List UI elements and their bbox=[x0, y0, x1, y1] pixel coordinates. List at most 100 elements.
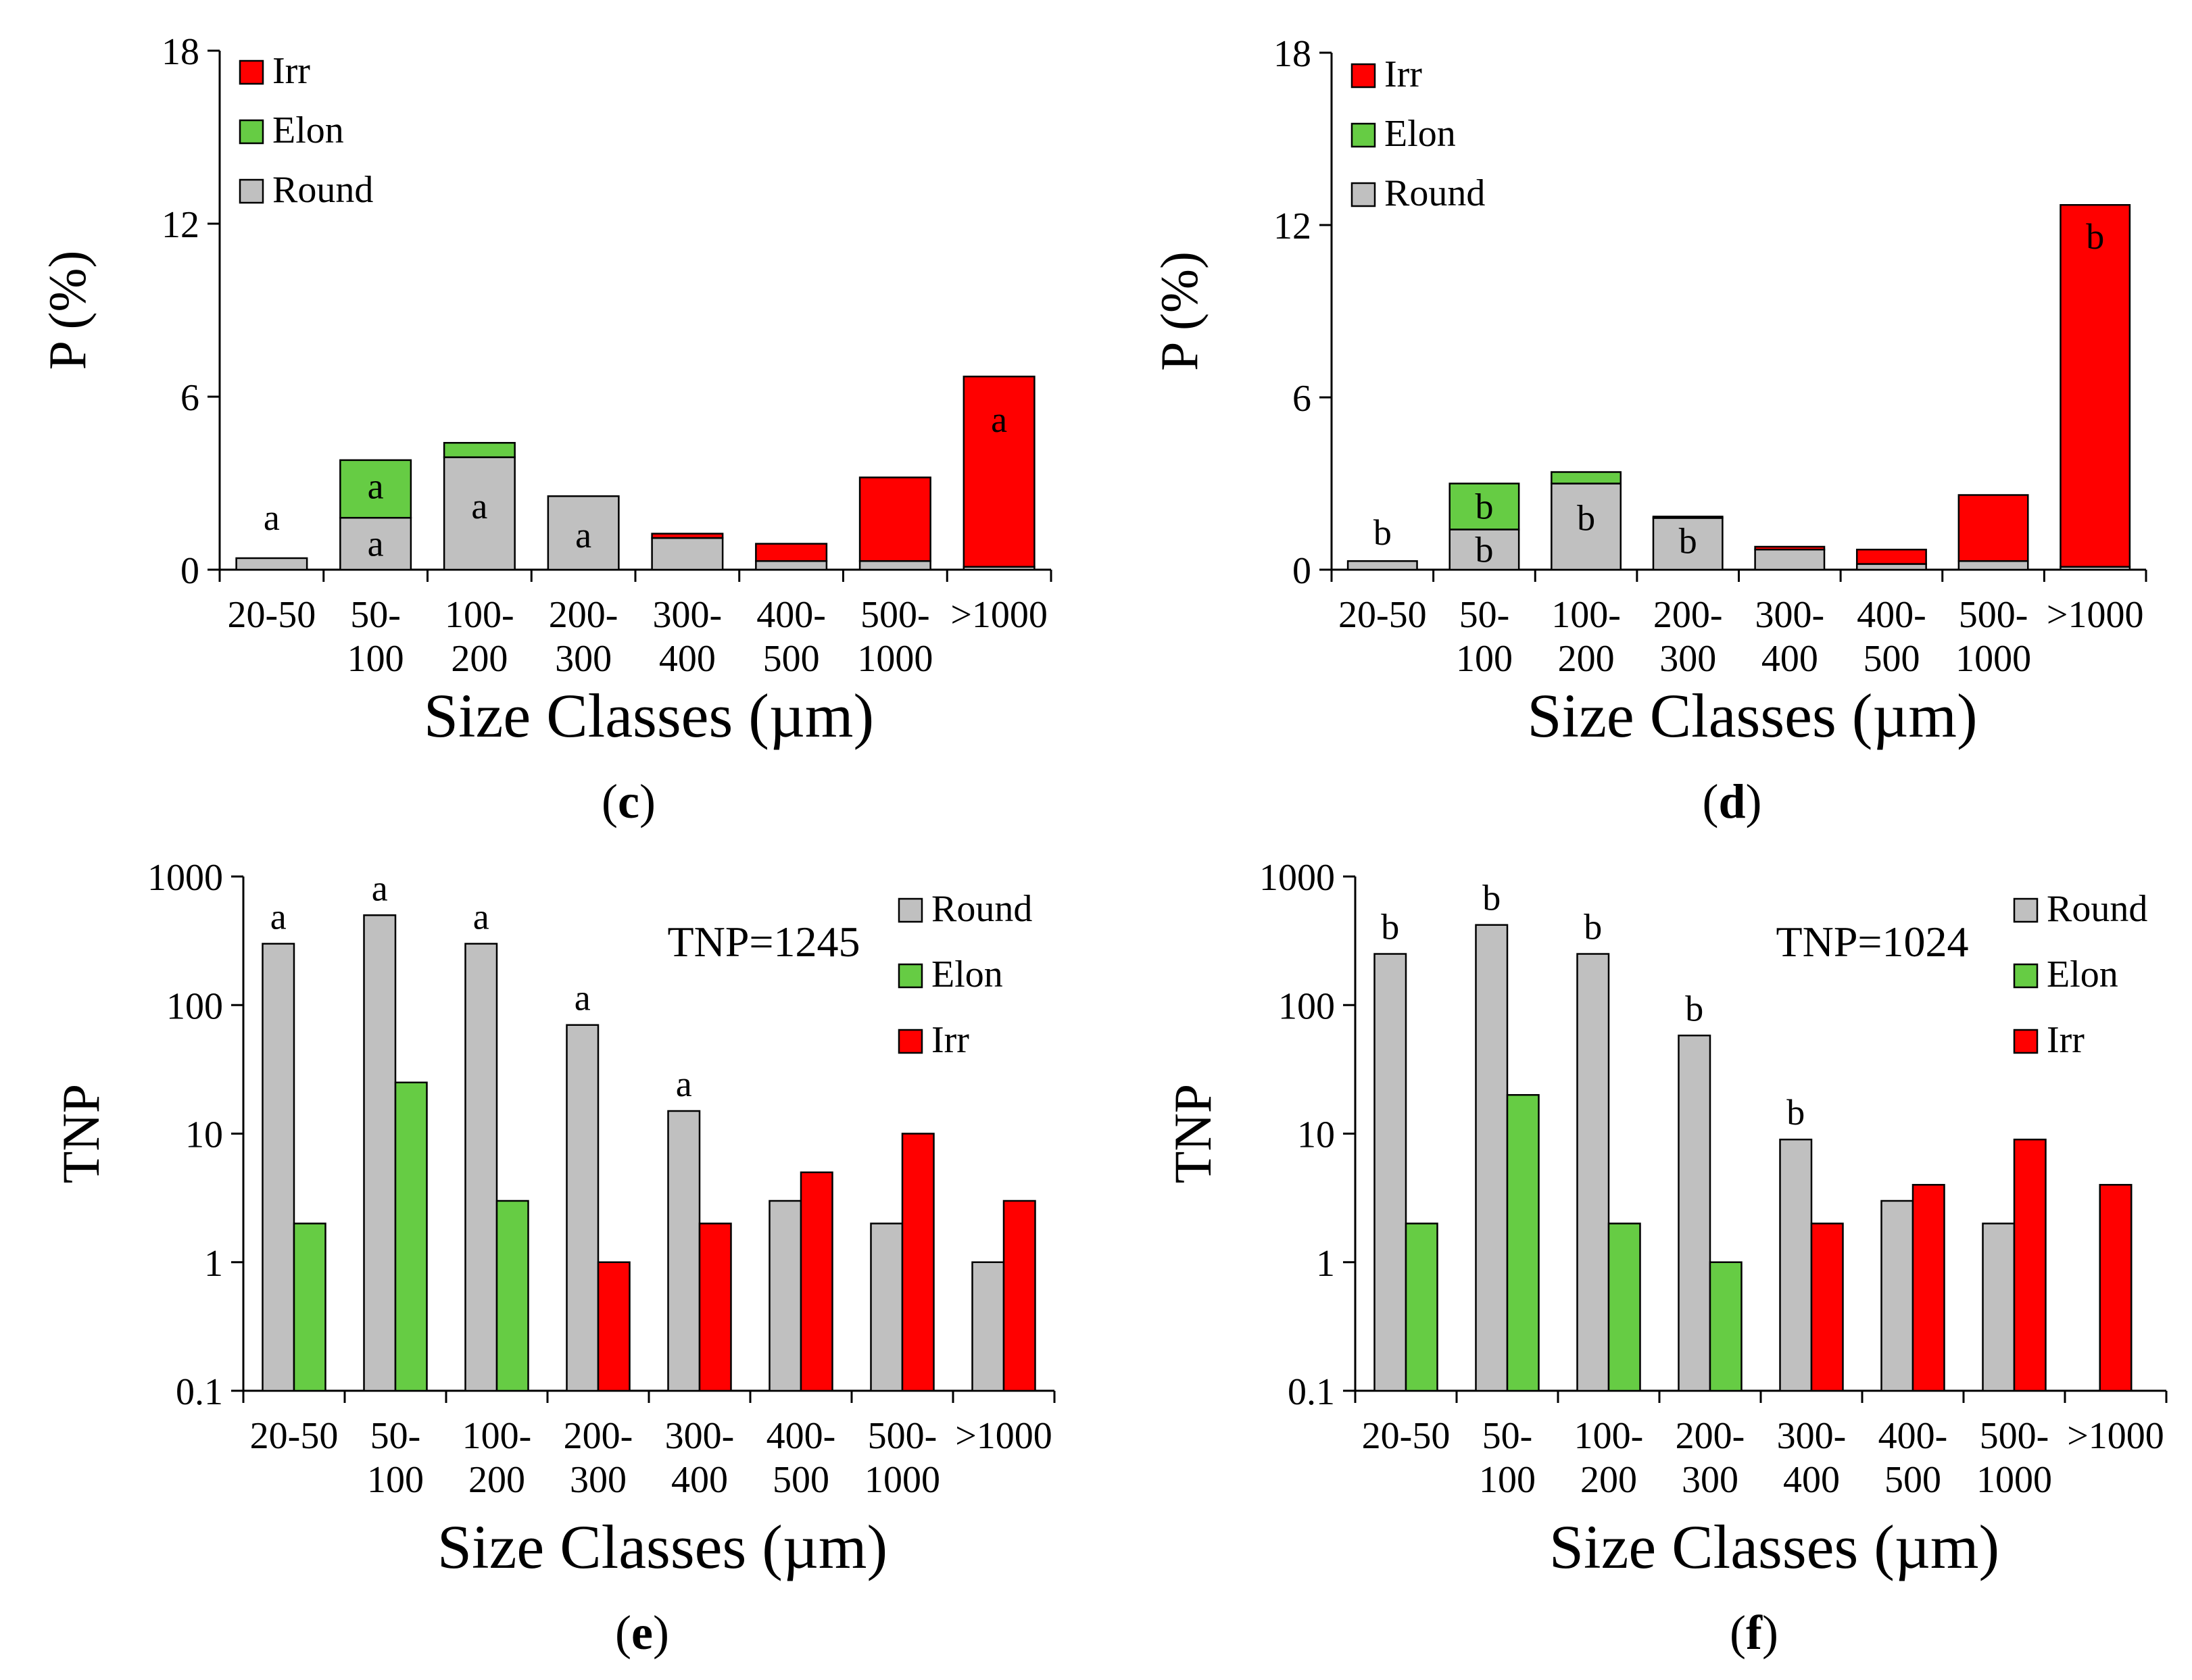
x-tick-label: 1000 bbox=[1955, 638, 2031, 680]
x-tick-label: 200 bbox=[468, 1459, 525, 1501]
bar-elon bbox=[1448, 483, 1520, 530]
legend-label-irr: Irr bbox=[1384, 53, 1422, 95]
x-tick-label: 300 bbox=[570, 1459, 627, 1501]
x-tick-label: >1000 bbox=[2067, 1415, 2164, 1457]
x-tick-label: 300- bbox=[665, 1415, 735, 1457]
significance-letter: b bbox=[1373, 512, 1392, 553]
bar-elon bbox=[1551, 471, 1622, 485]
x-tick-label: 500- bbox=[860, 594, 930, 636]
x-tick-label: 100 bbox=[1456, 638, 1513, 680]
x-tick-label: 400 bbox=[1783, 1459, 1840, 1501]
bar-round bbox=[1855, 563, 1927, 571]
legend-swatch-elon bbox=[898, 963, 923, 989]
bar-round bbox=[1880, 1200, 1914, 1392]
legend-label-elon: Elon bbox=[1384, 113, 1456, 155]
bar-round bbox=[1779, 1138, 1813, 1392]
legend-label-elon: Elon bbox=[2047, 954, 2118, 995]
significance-letter: a bbox=[473, 896, 489, 937]
x-tick-label: 200 bbox=[1558, 638, 1615, 680]
tnp-total-note: TNP=1245 bbox=[668, 918, 860, 966]
x-tick-label: 200- bbox=[564, 1415, 633, 1457]
x-tick-label: 20-50 bbox=[228, 594, 316, 636]
legend-swatch-round bbox=[239, 178, 264, 204]
bar-irr bbox=[2013, 1138, 2047, 1392]
y-axis-title: TNP bbox=[51, 1084, 110, 1183]
bar-round bbox=[363, 914, 397, 1392]
significance-letter: a bbox=[270, 896, 287, 937]
x-tick-label: 50- bbox=[370, 1415, 421, 1457]
y-tick-label: 10 bbox=[1297, 1114, 1335, 1156]
x-tick-label: >1000 bbox=[955, 1415, 1052, 1457]
significance-letter: a bbox=[991, 399, 1007, 440]
x-tick-label: 20-50 bbox=[1362, 1415, 1451, 1457]
x-tick-label: 500 bbox=[763, 638, 820, 680]
panel-label-close: ) bbox=[639, 774, 656, 829]
significance-letter: b bbox=[1577, 498, 1595, 539]
x-tick-label: >1000 bbox=[950, 594, 1048, 636]
x-axis-title: Size Classes (µm) bbox=[1549, 1512, 1999, 1581]
bar-round bbox=[443, 456, 516, 571]
x-tick-label: >1000 bbox=[2047, 594, 2144, 636]
x-tick-label: 500 bbox=[773, 1459, 829, 1501]
bar-round bbox=[1982, 1222, 2016, 1392]
significance-letter: b bbox=[1679, 521, 1697, 562]
y-axis-title: P (%) bbox=[38, 251, 97, 370]
panel-label-open: ( bbox=[1730, 1606, 1746, 1660]
y-axis-title: TNP bbox=[1163, 1084, 1222, 1183]
legend-label-elon: Elon bbox=[272, 109, 344, 151]
x-tick-label: 100- bbox=[445, 594, 514, 636]
bar-round bbox=[1551, 483, 1622, 571]
y-tick-label: 12 bbox=[1273, 205, 1311, 247]
x-tick-label: 400 bbox=[671, 1459, 728, 1501]
bar-elon bbox=[1405, 1222, 1438, 1392]
legend-swatch-round bbox=[1350, 182, 1376, 207]
bar-round bbox=[566, 1024, 600, 1392]
x-tick-label: 400- bbox=[766, 1415, 836, 1457]
x-tick-label: 500- bbox=[868, 1415, 937, 1457]
significance-letter: a bbox=[264, 497, 280, 538]
legend-label-round: Round bbox=[2047, 888, 2147, 930]
significance-letter: b bbox=[1475, 529, 1493, 570]
significance-letter: b bbox=[1685, 988, 1703, 1029]
bar-elon bbox=[443, 442, 516, 458]
legend-label-round: Round bbox=[1384, 172, 1485, 214]
bar-round bbox=[1678, 1035, 1711, 1392]
y-tick-label: 1000 bbox=[147, 857, 223, 899]
legend-swatch-irr bbox=[898, 1029, 923, 1054]
x-tick-label: 100 bbox=[347, 638, 404, 680]
bar-irr bbox=[1652, 516, 1724, 519]
x-tick-label: 500- bbox=[1959, 594, 2028, 636]
bar-round bbox=[235, 557, 308, 571]
x-tick-label: 1000 bbox=[857, 638, 933, 680]
bar-round bbox=[1346, 560, 1418, 571]
bar-irr bbox=[755, 543, 828, 562]
y-tick-label: 6 bbox=[1292, 378, 1311, 420]
panel-label: (c) bbox=[602, 774, 656, 829]
bar-round bbox=[1448, 528, 1520, 571]
x-tick-label: 200 bbox=[451, 638, 508, 680]
bar-irr bbox=[963, 375, 1036, 568]
significance-letter: a bbox=[372, 868, 388, 908]
x-tick-label: 50- bbox=[350, 594, 401, 636]
chart-panel-d: 0 6 12 18 20-50 50-100 100-200 200-300 300-400 40… bbox=[1150, 33, 2147, 829]
x-axis-title: Size Classes (µm) bbox=[424, 681, 874, 750]
significance-letter: b bbox=[1786, 1092, 1805, 1133]
x-tick-label: 100 bbox=[1479, 1459, 1536, 1501]
x-tick-label: 400- bbox=[1857, 594, 1926, 636]
bar-elon bbox=[339, 459, 412, 519]
legend-swatch-elon bbox=[239, 119, 264, 145]
bar-elon bbox=[1607, 1222, 1641, 1392]
bar-irr bbox=[597, 1261, 631, 1392]
bar-round bbox=[464, 943, 498, 1392]
panel-label-close: ) bbox=[1762, 1606, 1778, 1660]
bar-round bbox=[1475, 924, 1509, 1392]
legend-swatch-irr bbox=[1350, 63, 1376, 89]
legend-swatch-irr bbox=[2013, 1029, 2039, 1054]
bar-irr bbox=[1957, 494, 2029, 562]
x-tick-label: 500 bbox=[1863, 638, 1920, 680]
significance-letter: a bbox=[676, 1064, 692, 1104]
significance-letter: a bbox=[575, 978, 591, 1018]
bar-irr bbox=[1911, 1183, 1945, 1392]
x-tick-label: 100 bbox=[367, 1459, 424, 1501]
